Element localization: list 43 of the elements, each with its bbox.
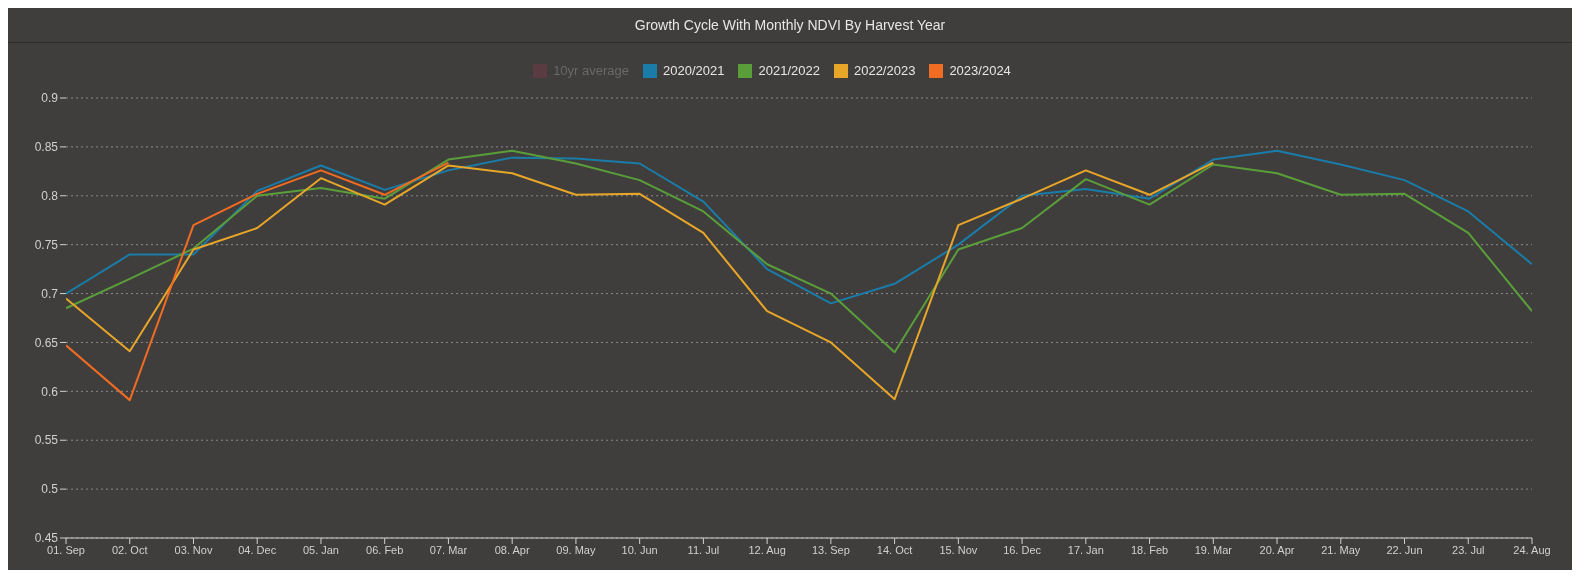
x-tick-label: 02. Oct xyxy=(112,543,148,556)
y-tick-label: 0.6 xyxy=(41,384,59,399)
x-tick-label: 06. Feb xyxy=(366,543,404,556)
x-tick-label: 04. Dec xyxy=(238,543,277,556)
legend-label: 2021/2022 xyxy=(757,63,820,78)
y-tick-label: 0.7 xyxy=(41,286,59,301)
x-tick-label: 12. Aug xyxy=(748,543,786,556)
y-tick-label: 0.45 xyxy=(34,531,59,546)
line-series xyxy=(66,149,1532,354)
x-tick-label: 15. Nov xyxy=(939,543,978,556)
line-series xyxy=(66,149,1532,305)
x-tick-label: 07. Mar xyxy=(429,543,468,556)
x-tick-label: 22. Jun xyxy=(1386,543,1423,556)
line-series xyxy=(66,161,450,402)
chart-title: Growth Cycle With Monthly NDVI By Harvest Year xyxy=(8,8,1572,43)
x-tick-label: 17. Jan xyxy=(1067,543,1104,556)
x-tick-label: 05. Jan xyxy=(302,543,339,556)
y-tick-label: 0.5 xyxy=(41,482,59,497)
x-tick-label: 08. Apr xyxy=(494,543,530,556)
y-tick-label: 0.55 xyxy=(34,433,59,448)
y-tick-label: 0.65 xyxy=(34,335,59,350)
x-tick-label: 20. Apr xyxy=(1259,543,1295,556)
x-tick-label: 16. Dec xyxy=(1003,543,1042,556)
legend-label: 2020/2021 xyxy=(662,63,725,78)
x-tick-label: 18. Feb xyxy=(1130,543,1169,556)
x-tick-label: 01. Sep xyxy=(47,543,85,556)
legend-label: 2022/2023 xyxy=(852,63,916,78)
x-tick-label: 10. Jun xyxy=(621,543,658,556)
x-tick-label: 14. Oct xyxy=(876,543,913,556)
line-series xyxy=(66,161,1215,401)
legend-label: 2023/2024 xyxy=(948,63,1011,78)
x-tick-label: 19. Mar xyxy=(1194,543,1233,556)
y-tick-label: 0.8 xyxy=(41,189,59,204)
x-tick-label: 23. Jul xyxy=(1452,543,1485,556)
x-tick-label: 13. Sep xyxy=(811,543,850,556)
x-tick-label: 03. Nov xyxy=(174,543,213,556)
x-tick-label: 09. May xyxy=(556,543,596,556)
y-tick-label: 0.9 xyxy=(41,91,59,106)
x-tick-label: 21. May xyxy=(1321,543,1361,556)
x-tick-label: 11. Jul xyxy=(687,543,720,556)
x-tick-label: 24. Aug xyxy=(1513,543,1551,556)
y-tick-label: 0.85 xyxy=(34,140,59,155)
y-tick-label: 0.75 xyxy=(34,237,59,252)
